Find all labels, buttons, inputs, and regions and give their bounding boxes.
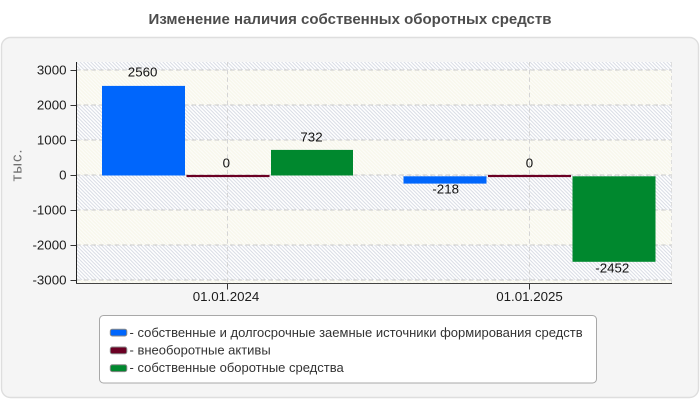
svg-text:3000: 3000 [37, 63, 67, 78]
svg-text:2560: 2560 [128, 65, 158, 80]
svg-text:732: 732 [300, 130, 322, 145]
svg-text:-2452: -2452 [595, 260, 629, 275]
svg-text:0: 0 [526, 156, 533, 171]
svg-text:-218: -218 [432, 181, 459, 196]
svg-text:- собственные и долгосрочные з: - собственные и долгосрочные заемные ист… [130, 325, 583, 340]
svg-text:Изменение наличия собственных: Изменение наличия собственных оборотных … [149, 11, 552, 28]
svg-text:-3000: -3000 [32, 273, 66, 288]
svg-text:1000: 1000 [37, 133, 67, 148]
svg-text:-1000: -1000 [32, 203, 66, 218]
svg-text:- собственные оборотные средст: - собственные оборотные средства [130, 360, 345, 375]
svg-text:01.01.2025: 01.01.2025 [496, 289, 563, 304]
svg-text:тыс.: тыс. [9, 149, 26, 182]
svg-text:2000: 2000 [37, 98, 67, 113]
svg-text:-2000: -2000 [32, 238, 66, 253]
svg-text:0: 0 [59, 168, 66, 183]
svg-text:01.01.2024: 01.01.2024 [193, 289, 260, 304]
svg-text:0: 0 [223, 156, 230, 171]
svg-text:- внеоборотные активы: - внеоборотные активы [130, 343, 271, 358]
